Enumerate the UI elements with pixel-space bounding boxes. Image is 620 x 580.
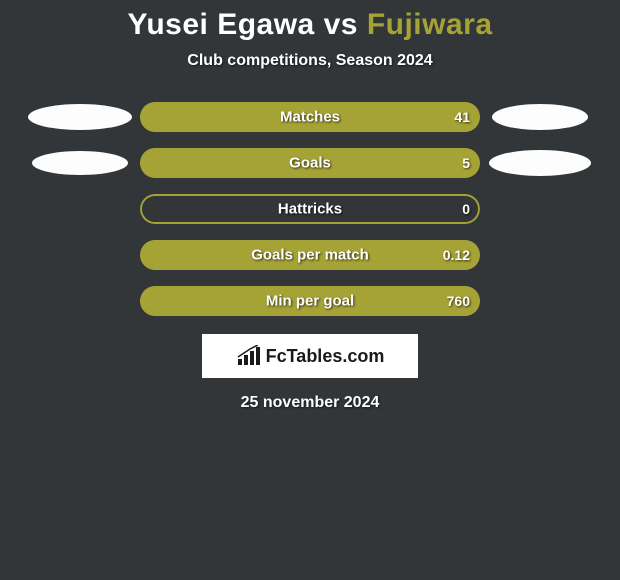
left-badge-slot [20,104,140,130]
stats-rows: Matches 41 Goals 5 [0,102,620,316]
stat-bar: Matches 41 [140,102,480,132]
right-badge-slot [480,104,600,130]
stat-label: Goals per match [251,247,369,264]
stat-row: Goals 5 [0,148,620,178]
subtitle: Club competitions, Season 2024 [0,52,620,70]
right-badge-slot [480,150,600,176]
stat-value-right: 5 [462,155,470,171]
page-title: Yusei Egawa vs Fujiwara [0,8,620,42]
stat-label: Hattricks [278,201,342,218]
stat-row: Matches 41 [0,102,620,132]
stat-bar: Goals per match 0.12 [140,240,480,270]
logo-box: FcTables.com [202,334,418,378]
vs-text: vs [324,8,358,41]
infographic: Yusei Egawa vs Fujiwara Club competition… [0,0,620,412]
logo: FcTables.com [236,345,385,367]
player2-name: Fujiwara [367,8,493,41]
badge-ellipse [489,150,591,176]
stat-label: Min per goal [266,293,354,310]
stat-row: Hattricks 0 [0,194,620,224]
stat-row: Goals per match 0.12 [0,240,620,270]
badge-ellipse [28,104,132,130]
stat-label: Goals [289,155,331,172]
bars-icon [236,345,262,367]
stat-value-right: 0 [462,201,470,217]
logo-text: FcTables.com [266,346,385,367]
date-text: 25 november 2024 [0,394,620,412]
stat-value-right: 760 [447,293,470,309]
stat-value-right: 41 [454,109,470,125]
stat-row: Min per goal 760 [0,286,620,316]
stat-value-right: 0.12 [443,247,470,263]
badge-ellipse [492,104,588,130]
stat-bar: Min per goal 760 [140,286,480,316]
stat-bar: Hattricks 0 [140,194,480,224]
left-badge-slot [20,151,140,175]
badge-ellipse [32,151,128,175]
stat-label: Matches [280,109,340,126]
stat-bar: Goals 5 [140,148,480,178]
player1-name: Yusei Egawa [127,8,314,41]
